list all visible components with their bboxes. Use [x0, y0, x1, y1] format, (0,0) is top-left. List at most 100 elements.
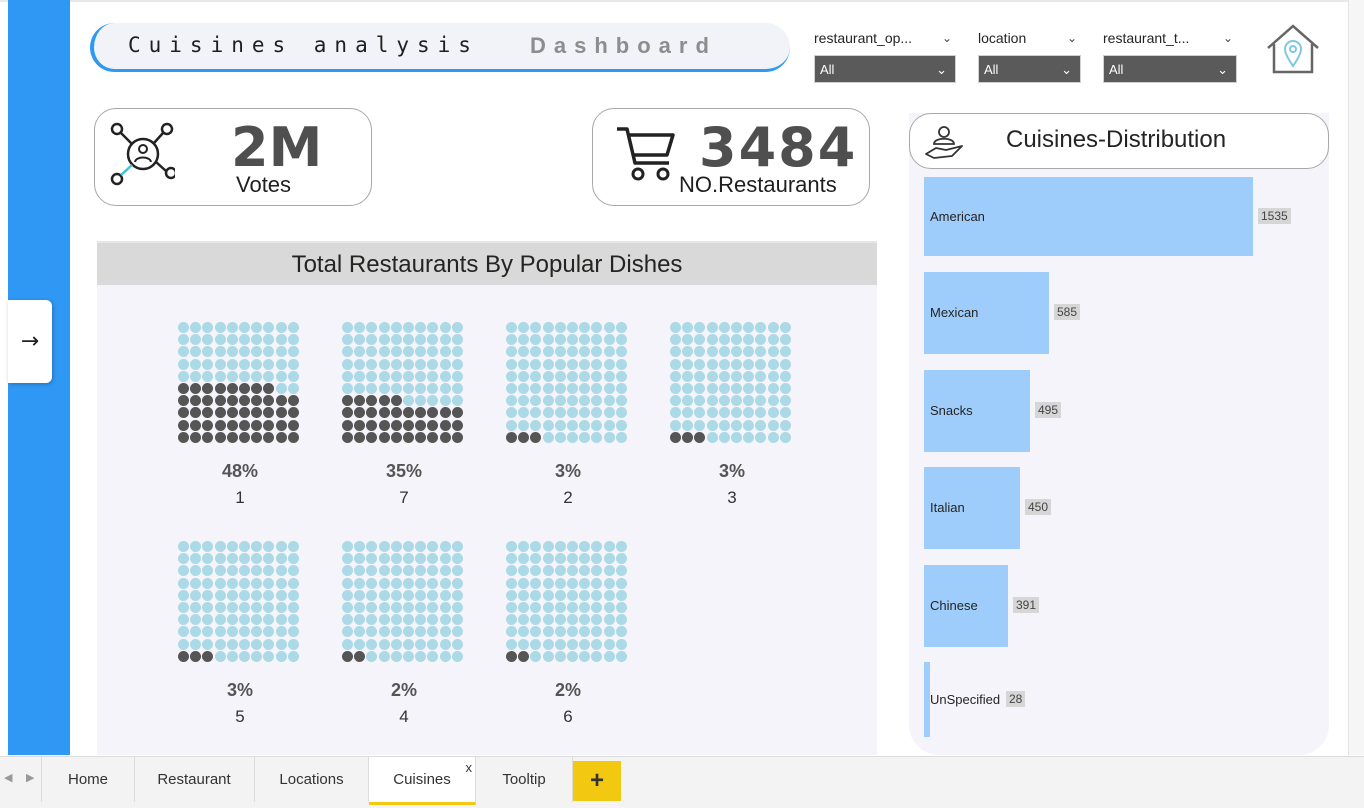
waffle-dot	[743, 431, 755, 443]
waffle-dot	[275, 626, 287, 638]
waffle-dot	[554, 382, 566, 394]
bar[interactable]	[924, 662, 930, 737]
waffle-dot	[402, 565, 414, 577]
waffle-dot	[554, 407, 566, 419]
waffle-dot	[615, 370, 627, 382]
waffle-dot	[743, 382, 755, 394]
waffle-dot	[251, 650, 263, 662]
waffle-dot	[366, 650, 378, 662]
restaurants-label: NO.Restaurants	[679, 172, 837, 197]
tab-home[interactable]: Home	[41, 757, 135, 802]
waffle-dot	[518, 650, 530, 662]
waffle-dot	[718, 346, 730, 358]
waffle-dot	[694, 334, 706, 346]
waffle-dot	[579, 322, 591, 333]
waffle-dot	[202, 650, 214, 662]
add-page-button[interactable]: +	[573, 761, 621, 801]
waffle-dot	[287, 614, 299, 626]
slicer-dropdown[interactable]: All ⌄	[1103, 55, 1237, 83]
waffle-dot	[214, 370, 226, 382]
waffle-dot	[402, 419, 414, 431]
waffle-percent: 35%	[385, 461, 423, 481]
waffle-dot	[275, 541, 287, 552]
tab-tooltip[interactable]: Tooltip	[476, 757, 573, 802]
waffle-dot	[542, 322, 554, 333]
waffle-dot	[275, 650, 287, 662]
bar[interactable]	[924, 272, 1049, 354]
network-people-icon	[110, 122, 175, 186]
waffle-dot	[366, 541, 378, 552]
waffle-dot	[378, 589, 390, 601]
waffle-dot	[342, 577, 353, 589]
waffle-dot	[743, 358, 755, 370]
scroll-right-icon[interactable]: ▶	[26, 772, 35, 784]
waffle-dot	[402, 614, 414, 626]
waffle-dot	[603, 650, 615, 662]
waffle-dot	[354, 626, 366, 638]
waffle-dot	[591, 407, 603, 419]
waffle-dot	[579, 577, 591, 589]
waffle-dot	[251, 395, 263, 407]
waffle-dot	[202, 601, 214, 613]
waffle-grid	[178, 322, 302, 446]
scroll-left-icon[interactable]: ◀	[4, 772, 13, 784]
waffle-dot	[402, 431, 414, 443]
waffle-dot	[287, 395, 299, 407]
bar[interactable]	[924, 565, 1008, 647]
waffle-dot	[178, 541, 189, 552]
waffle-dot	[263, 589, 275, 601]
slicer-dropdown[interactable]: All ⌄	[814, 55, 956, 83]
home-location-icon[interactable]	[1264, 22, 1322, 76]
slicer-label[interactable]: location ⌄	[978, 25, 1081, 51]
waffle-dot	[226, 407, 238, 419]
waffle-dot	[263, 382, 275, 394]
waffle-dot	[178, 589, 189, 601]
waffle-dot	[591, 553, 603, 565]
waffle-dot	[342, 382, 353, 394]
waffle-dot	[603, 541, 615, 552]
waffle-dot	[615, 614, 627, 626]
waffle-dot	[566, 577, 578, 589]
waffle-dot	[603, 431, 615, 443]
waffle-dot	[287, 577, 299, 589]
waffle-dot	[530, 395, 542, 407]
bar[interactable]	[924, 177, 1253, 256]
bar-value-label: 1535	[1258, 207, 1291, 224]
waffle-dot	[190, 638, 202, 650]
waffle-dot	[366, 565, 378, 577]
waffle-dot	[451, 395, 463, 407]
dashboard-title: Cuisines analysis Dashboard	[90, 23, 790, 72]
waffle-dot	[779, 419, 791, 431]
waffle-dot	[542, 370, 554, 382]
waffle-dot	[263, 553, 275, 565]
tab-locations[interactable]: Locations	[255, 757, 369, 802]
waffle-dot	[366, 358, 378, 370]
tab-restaurant[interactable]: Restaurant	[134, 757, 255, 802]
bar[interactable]	[924, 370, 1030, 452]
waffle-dot	[554, 638, 566, 650]
waffle-dot	[214, 419, 226, 431]
close-icon[interactable]: x	[465, 760, 473, 775]
waffle-dot	[178, 577, 189, 589]
expand-pane-button[interactable]: →	[8, 300, 52, 383]
waffle-dot	[730, 370, 742, 382]
waffle-dot	[591, 541, 603, 552]
waffle-dot	[190, 650, 202, 662]
waffle-dot	[591, 358, 603, 370]
waffle-dot	[275, 577, 287, 589]
tab-cuisines[interactable]: Cuisines x	[369, 757, 476, 805]
slicer-label[interactable]: restaurant_t... ⌄	[1103, 25, 1237, 51]
waffle-dot	[238, 382, 250, 394]
slicer-label[interactable]: restaurant_op... ⌄	[814, 25, 956, 51]
waffle-dot	[591, 370, 603, 382]
waffle-dot	[451, 358, 463, 370]
waffle-dot	[755, 370, 767, 382]
hand-serving-icon	[925, 126, 963, 159]
waffle-dot	[178, 407, 189, 419]
waffle-dot	[566, 370, 578, 382]
slicer-dropdown[interactable]: All ⌄	[978, 55, 1081, 83]
bar[interactable]	[924, 467, 1020, 549]
waffle-dot	[439, 358, 451, 370]
waffle-dot	[226, 565, 238, 577]
waffle-dot	[579, 346, 591, 358]
